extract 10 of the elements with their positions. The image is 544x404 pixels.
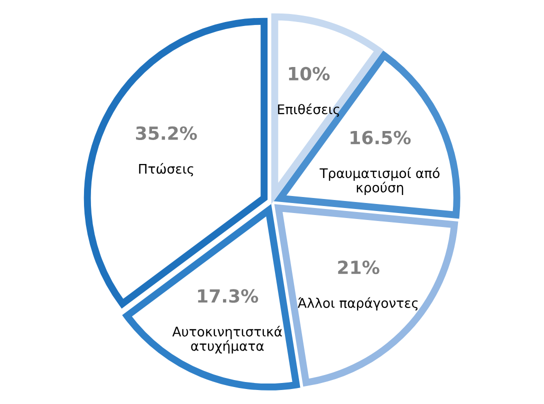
data-label: 21% [338, 260, 380, 274]
slice-label: Άλλοι παράγοντες [298, 297, 418, 311]
slice-label: Τραυματισμοί από κρούση [320, 167, 440, 196]
data-label: 35.2% [136, 126, 197, 140]
data-label: 17.3% [198, 289, 258, 303]
data-label: 10% [289, 66, 330, 80]
slice-label: Επιθέσεις [278, 104, 340, 117]
slice-label: Πτώσεις [139, 163, 194, 176]
data-label: 16.5% [350, 130, 411, 144]
slice-label: Αυτοκινητιστικά ατυχήματα [172, 326, 282, 354]
